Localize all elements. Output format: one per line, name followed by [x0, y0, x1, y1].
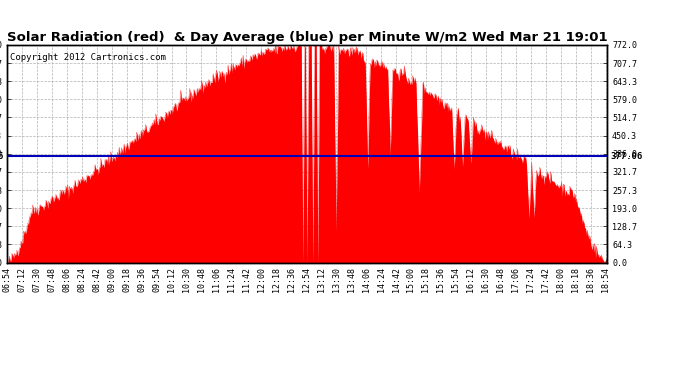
Text: 377.06: 377.06 — [0, 152, 4, 161]
Text: Solar Radiation (red)  & Day Average (blue) per Minute W/m2 Wed Mar 21 19:01: Solar Radiation (red) & Day Average (blu… — [7, 31, 607, 44]
Text: 377.06: 377.06 — [610, 152, 642, 161]
Text: Copyright 2012 Cartronics.com: Copyright 2012 Cartronics.com — [10, 53, 166, 62]
